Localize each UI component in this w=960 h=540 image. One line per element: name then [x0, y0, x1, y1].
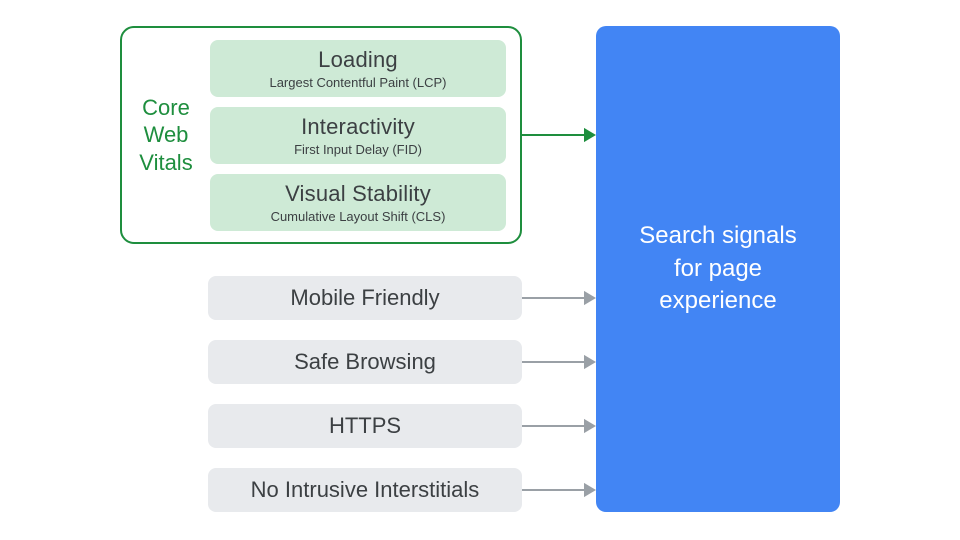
vital-loading: Loading Largest Contentful Paint (LCP): [210, 40, 506, 97]
target-line: experience: [639, 285, 796, 317]
signal-https: HTTPS: [208, 404, 522, 448]
arrow-safe: [522, 352, 596, 372]
vital-title: Loading: [220, 47, 496, 73]
vital-subtitle: Cumulative Layout Shift (CLS): [220, 209, 496, 224]
cwv-label-line: Web: [122, 121, 210, 149]
signal-mobile-friendly: Mobile Friendly: [208, 276, 522, 320]
cwv-label-line: Vitals: [122, 149, 210, 177]
cwv-label-line: Core: [122, 94, 210, 122]
signal-label: No Intrusive Interstitials: [251, 477, 480, 503]
arrow-interst: [522, 480, 596, 500]
diagram-stage: Core Web Vitals Loading Largest Contentf…: [0, 0, 960, 540]
signal-no-intrusive-interstitials: No Intrusive Interstitials: [208, 468, 522, 512]
vital-subtitle: First Input Delay (FID): [220, 142, 496, 157]
arrow-https: [522, 416, 596, 436]
target-text: Search signals for page experience: [639, 220, 796, 317]
vital-title: Interactivity: [220, 114, 496, 140]
arrow-cwv: [522, 125, 596, 145]
signal-label: HTTPS: [329, 413, 401, 439]
target-search-signals: Search signals for page experience: [596, 26, 840, 512]
arrow-mobile: [522, 288, 596, 308]
core-web-vitals-label: Core Web Vitals: [122, 94, 210, 177]
target-line: Search signals: [639, 220, 796, 252]
vital-subtitle: Largest Contentful Paint (LCP): [220, 75, 496, 90]
vital-visual-stability: Visual Stability Cumulative Layout Shift…: [210, 174, 506, 231]
vital-title: Visual Stability: [220, 181, 496, 207]
core-web-vitals-container: Core Web Vitals Loading Largest Contentf…: [120, 26, 522, 244]
signal-label: Safe Browsing: [294, 349, 436, 375]
signal-label: Mobile Friendly: [290, 285, 439, 311]
target-line: for page: [639, 253, 796, 285]
vital-interactivity: Interactivity First Input Delay (FID): [210, 107, 506, 164]
signal-safe-browsing: Safe Browsing: [208, 340, 522, 384]
core-web-vitals-items: Loading Largest Contentful Paint (LCP) I…: [210, 40, 506, 231]
